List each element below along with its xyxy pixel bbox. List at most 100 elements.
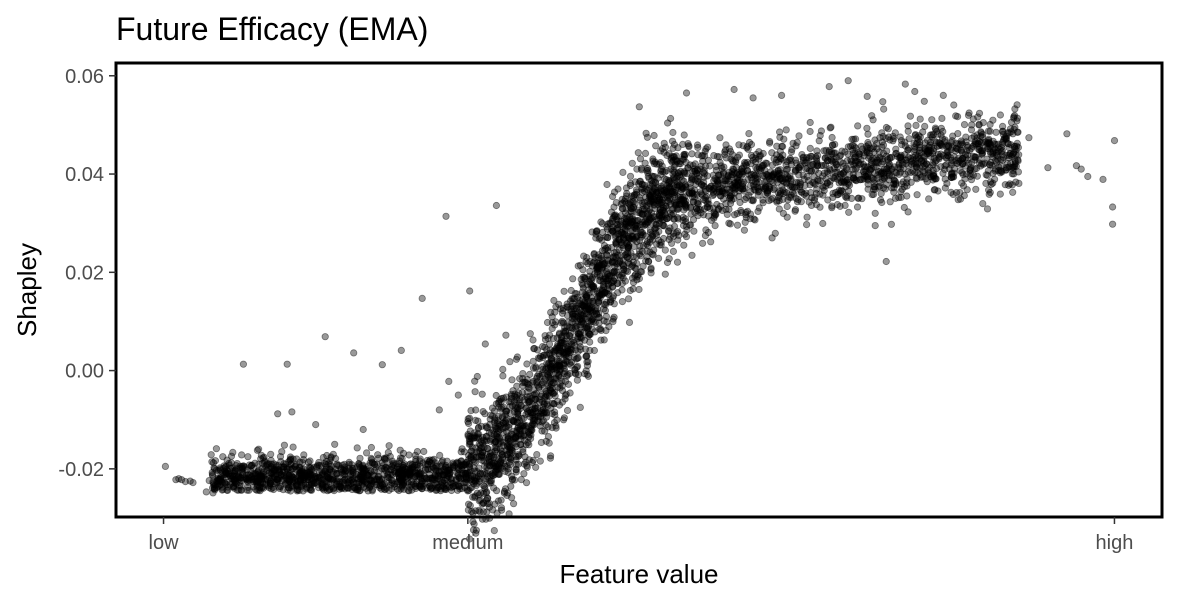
data-point xyxy=(618,195,626,203)
data-point xyxy=(365,462,373,470)
data-point xyxy=(399,481,407,489)
data-point xyxy=(284,486,292,494)
data-point xyxy=(243,466,251,474)
data-point xyxy=(363,471,371,479)
data-point xyxy=(284,480,292,489)
data-point xyxy=(693,170,701,178)
data-point xyxy=(499,414,507,422)
data-point xyxy=(719,168,728,177)
data-point xyxy=(495,470,503,478)
data-point xyxy=(749,94,757,102)
data-point xyxy=(620,262,628,270)
data-point xyxy=(710,152,718,160)
data-point xyxy=(421,466,429,474)
data-point xyxy=(292,479,300,487)
data-point xyxy=(721,150,729,158)
data-point xyxy=(277,472,285,480)
data-point xyxy=(879,98,887,106)
data-point xyxy=(382,463,390,472)
data-point xyxy=(339,470,347,478)
data-point xyxy=(297,482,305,491)
data-point xyxy=(352,479,360,488)
data-point xyxy=(313,462,321,470)
data-point xyxy=(503,491,511,499)
data-point xyxy=(693,141,702,149)
data-point xyxy=(343,484,352,492)
data-point xyxy=(759,196,767,204)
data-point xyxy=(299,476,308,484)
data-point xyxy=(306,486,314,494)
data-point xyxy=(329,485,337,493)
data-point xyxy=(222,469,230,477)
data-point xyxy=(461,479,469,487)
data-point xyxy=(464,506,472,514)
data-point xyxy=(699,211,708,219)
data-point xyxy=(556,339,565,347)
data-point xyxy=(1010,111,1019,120)
data-point xyxy=(998,147,1007,155)
data-point xyxy=(797,188,805,196)
data-point xyxy=(277,470,285,478)
data-point xyxy=(398,483,406,491)
data-point xyxy=(216,475,224,483)
data-point xyxy=(725,219,733,227)
data-point xyxy=(428,484,436,492)
data-point xyxy=(685,143,693,151)
data-point xyxy=(469,518,477,526)
data-point xyxy=(780,135,788,143)
data-point xyxy=(239,470,247,479)
data-point xyxy=(499,459,508,467)
data-point xyxy=(352,486,360,494)
data-point xyxy=(395,486,403,495)
data-point xyxy=(418,474,426,483)
data-point xyxy=(663,258,672,267)
data-point xyxy=(901,138,909,146)
data-point xyxy=(445,377,453,385)
data-point xyxy=(463,468,471,477)
data-point xyxy=(371,467,379,475)
data-point xyxy=(578,301,586,309)
data-point xyxy=(521,378,529,387)
data-point xyxy=(735,151,744,159)
data-point xyxy=(338,484,346,493)
data-point xyxy=(356,473,364,481)
data-point xyxy=(524,428,533,436)
data-point xyxy=(296,469,304,477)
data-point xyxy=(486,435,494,444)
data-point xyxy=(439,483,447,491)
data-point xyxy=(460,469,468,477)
data-point xyxy=(396,476,405,485)
data-point xyxy=(433,486,441,494)
data-point xyxy=(797,198,805,206)
data-point xyxy=(377,485,385,493)
data-point xyxy=(235,475,243,483)
data-point xyxy=(296,477,305,485)
data-point xyxy=(321,467,330,475)
data-point xyxy=(291,463,299,471)
data-point xyxy=(226,480,234,489)
data-point xyxy=(702,145,710,153)
data-point xyxy=(369,471,377,479)
data-point xyxy=(296,475,305,483)
data-point xyxy=(707,183,715,191)
data-point xyxy=(230,476,238,485)
data-point xyxy=(452,476,460,484)
data-point xyxy=(293,486,301,494)
data-point xyxy=(616,273,624,281)
data-point xyxy=(219,478,227,487)
data-point xyxy=(782,126,790,134)
data-point xyxy=(571,318,580,327)
data-point xyxy=(363,480,372,488)
data-point xyxy=(644,257,653,266)
data-point xyxy=(899,165,907,173)
data-point xyxy=(585,330,594,338)
data-point xyxy=(816,131,824,140)
data-point xyxy=(319,453,327,462)
data-point xyxy=(248,461,256,469)
data-point xyxy=(746,188,755,196)
data-point xyxy=(223,478,231,486)
data-point xyxy=(454,464,462,472)
x-tick-label: low xyxy=(149,532,180,554)
data-point xyxy=(386,459,394,468)
data-point xyxy=(816,203,824,211)
